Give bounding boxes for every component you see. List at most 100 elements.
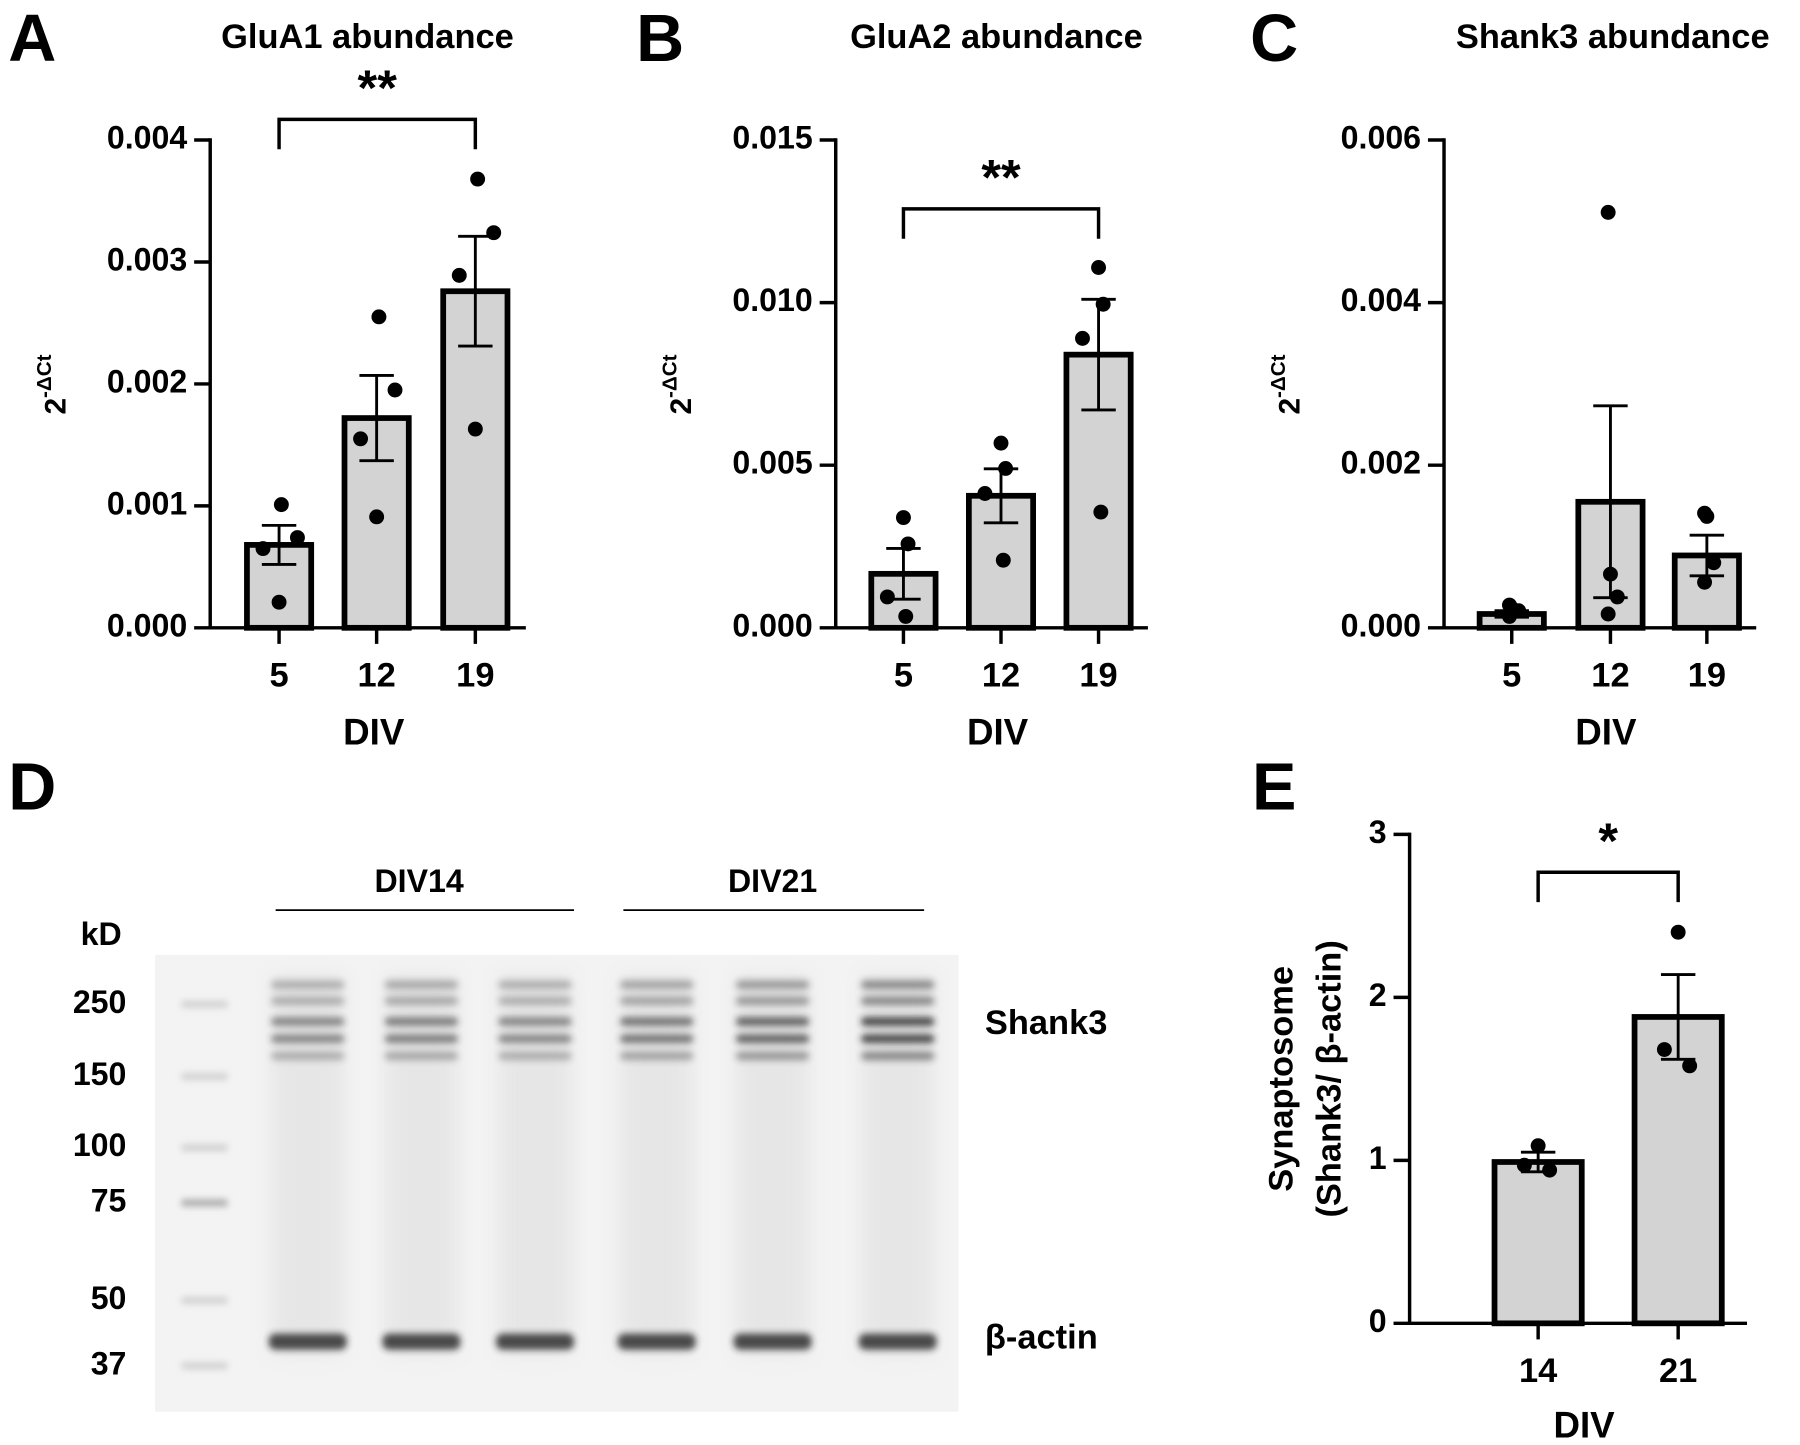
shank3-band — [735, 980, 810, 990]
y-tick-label: 0.002 — [107, 363, 187, 399]
data-point — [1075, 330, 1090, 346]
x-tick-label: 12 — [1591, 656, 1629, 694]
actin-band — [382, 1333, 461, 1350]
chart-title: GluA1 abundance — [221, 18, 514, 56]
shank3-band — [384, 1051, 459, 1061]
actin-band — [733, 1333, 812, 1350]
shank3-band — [860, 1034, 935, 1044]
x-tick-label: 5 — [894, 656, 913, 694]
actin-band — [858, 1333, 937, 1350]
x-tick-label: 19 — [1079, 656, 1117, 694]
x-tick-label: 5 — [269, 656, 288, 694]
shank3-band — [271, 1034, 345, 1044]
y-tick-label: 0.005 — [732, 445, 812, 481]
y-axis-label-sup: -ΔCt — [659, 354, 682, 398]
shank3-band — [498, 1051, 572, 1061]
shank3-band — [271, 996, 345, 1006]
error-bar — [458, 234, 493, 348]
y-axis-label-base: 2 — [665, 398, 698, 415]
band-label: β-actin — [985, 1319, 1098, 1357]
error-bar — [1494, 609, 1529, 619]
error-bar — [1660, 973, 1696, 1061]
ladder-band — [181, 1199, 228, 1207]
y-tick-label: 0.010 — [732, 282, 812, 318]
shank3-band — [860, 996, 935, 1006]
data-point — [289, 530, 305, 546]
panel-letter: D — [8, 751, 56, 825]
shank3-band — [619, 996, 694, 1006]
actin-band — [495, 1333, 575, 1350]
y-tick-label: 0.002 — [1341, 445, 1421, 481]
panel-letter: E — [1252, 751, 1296, 825]
shank3-band — [619, 1051, 694, 1061]
x-tick-label: 19 — [456, 656, 494, 694]
shank3-band — [860, 1051, 935, 1061]
y-tick-label: 2 — [1369, 977, 1387, 1013]
x-tick-label: 12 — [357, 656, 395, 694]
lane-smear — [384, 975, 459, 1355]
data-point — [271, 594, 287, 610]
x-tick-label: 5 — [1502, 656, 1521, 694]
error-bar — [1593, 404, 1628, 600]
error-bar — [1520, 1150, 1556, 1174]
y-tick-label: 0.000 — [1341, 607, 1421, 643]
chart-title: Shank3 abundance — [1456, 18, 1770, 56]
shank3-band — [498, 980, 572, 990]
data-point — [470, 171, 486, 187]
ladder-band — [181, 1296, 228, 1304]
error-bar — [983, 467, 1019, 525]
shank3-band — [860, 980, 935, 990]
shank3-band — [271, 1051, 345, 1061]
data-point — [1682, 1058, 1698, 1074]
y-tick-label: 0.001 — [107, 485, 187, 521]
significance-label: * — [1598, 812, 1618, 869]
error-bar — [1081, 297, 1116, 412]
panel-letter: A — [8, 2, 56, 76]
lane-group-label: DIV21 — [728, 863, 817, 899]
y-tick-label: 0 — [1369, 1303, 1387, 1339]
shank3-band — [860, 1016, 935, 1027]
error-bar — [261, 523, 297, 566]
data-point — [467, 421, 483, 437]
y-tick-label: 0.015 — [732, 120, 812, 156]
lane-smear — [271, 975, 345, 1355]
data-point — [1670, 924, 1686, 940]
y-axis-label-sup: -ΔCt — [34, 354, 57, 398]
shank3-band — [735, 996, 810, 1006]
y-tick-label: 0.006 — [1341, 120, 1421, 156]
y-axis-label-base: 2 — [39, 398, 72, 415]
bar — [1631, 1014, 1725, 1327]
chart-title: GluA2 abundance — [850, 18, 1143, 56]
data-point — [387, 382, 403, 398]
significance-bracket — [901, 207, 1101, 239]
data-point — [451, 267, 467, 283]
y-axis-label: Synaptosome — [1262, 966, 1300, 1192]
data-point — [273, 497, 289, 513]
x-axis-label: DIV — [1553, 1404, 1615, 1445]
y-axis-label: 2-ΔCt — [659, 354, 698, 414]
bar — [1671, 552, 1742, 631]
y-tick-label: 0.004 — [1341, 282, 1422, 318]
data-point — [353, 431, 369, 447]
lane-smear — [735, 975, 810, 1355]
marker-label: 75 — [91, 1182, 127, 1218]
y-tick-label: 3 — [1369, 814, 1387, 850]
y-axis-label: 2-ΔCt — [34, 354, 73, 414]
marker-label: 150 — [73, 1056, 127, 1092]
data-point — [369, 509, 385, 525]
significance-bracket — [1536, 870, 1680, 903]
data-point — [1697, 574, 1713, 590]
error-bar — [1689, 533, 1725, 578]
lane-group-label: DIV14 — [374, 863, 463, 899]
shank3-band — [498, 1016, 572, 1027]
x-axis-label: DIV — [1575, 711, 1637, 752]
data-point — [1600, 606, 1616, 622]
significance-label: ** — [358, 59, 398, 116]
lane-smear — [498, 975, 572, 1355]
x-axis-label: DIV — [343, 711, 405, 752]
data-point — [1091, 260, 1107, 275]
y-axis-label: 2-ΔCt — [1267, 354, 1306, 414]
error-bar — [359, 373, 394, 463]
ladder-band — [181, 1362, 228, 1370]
